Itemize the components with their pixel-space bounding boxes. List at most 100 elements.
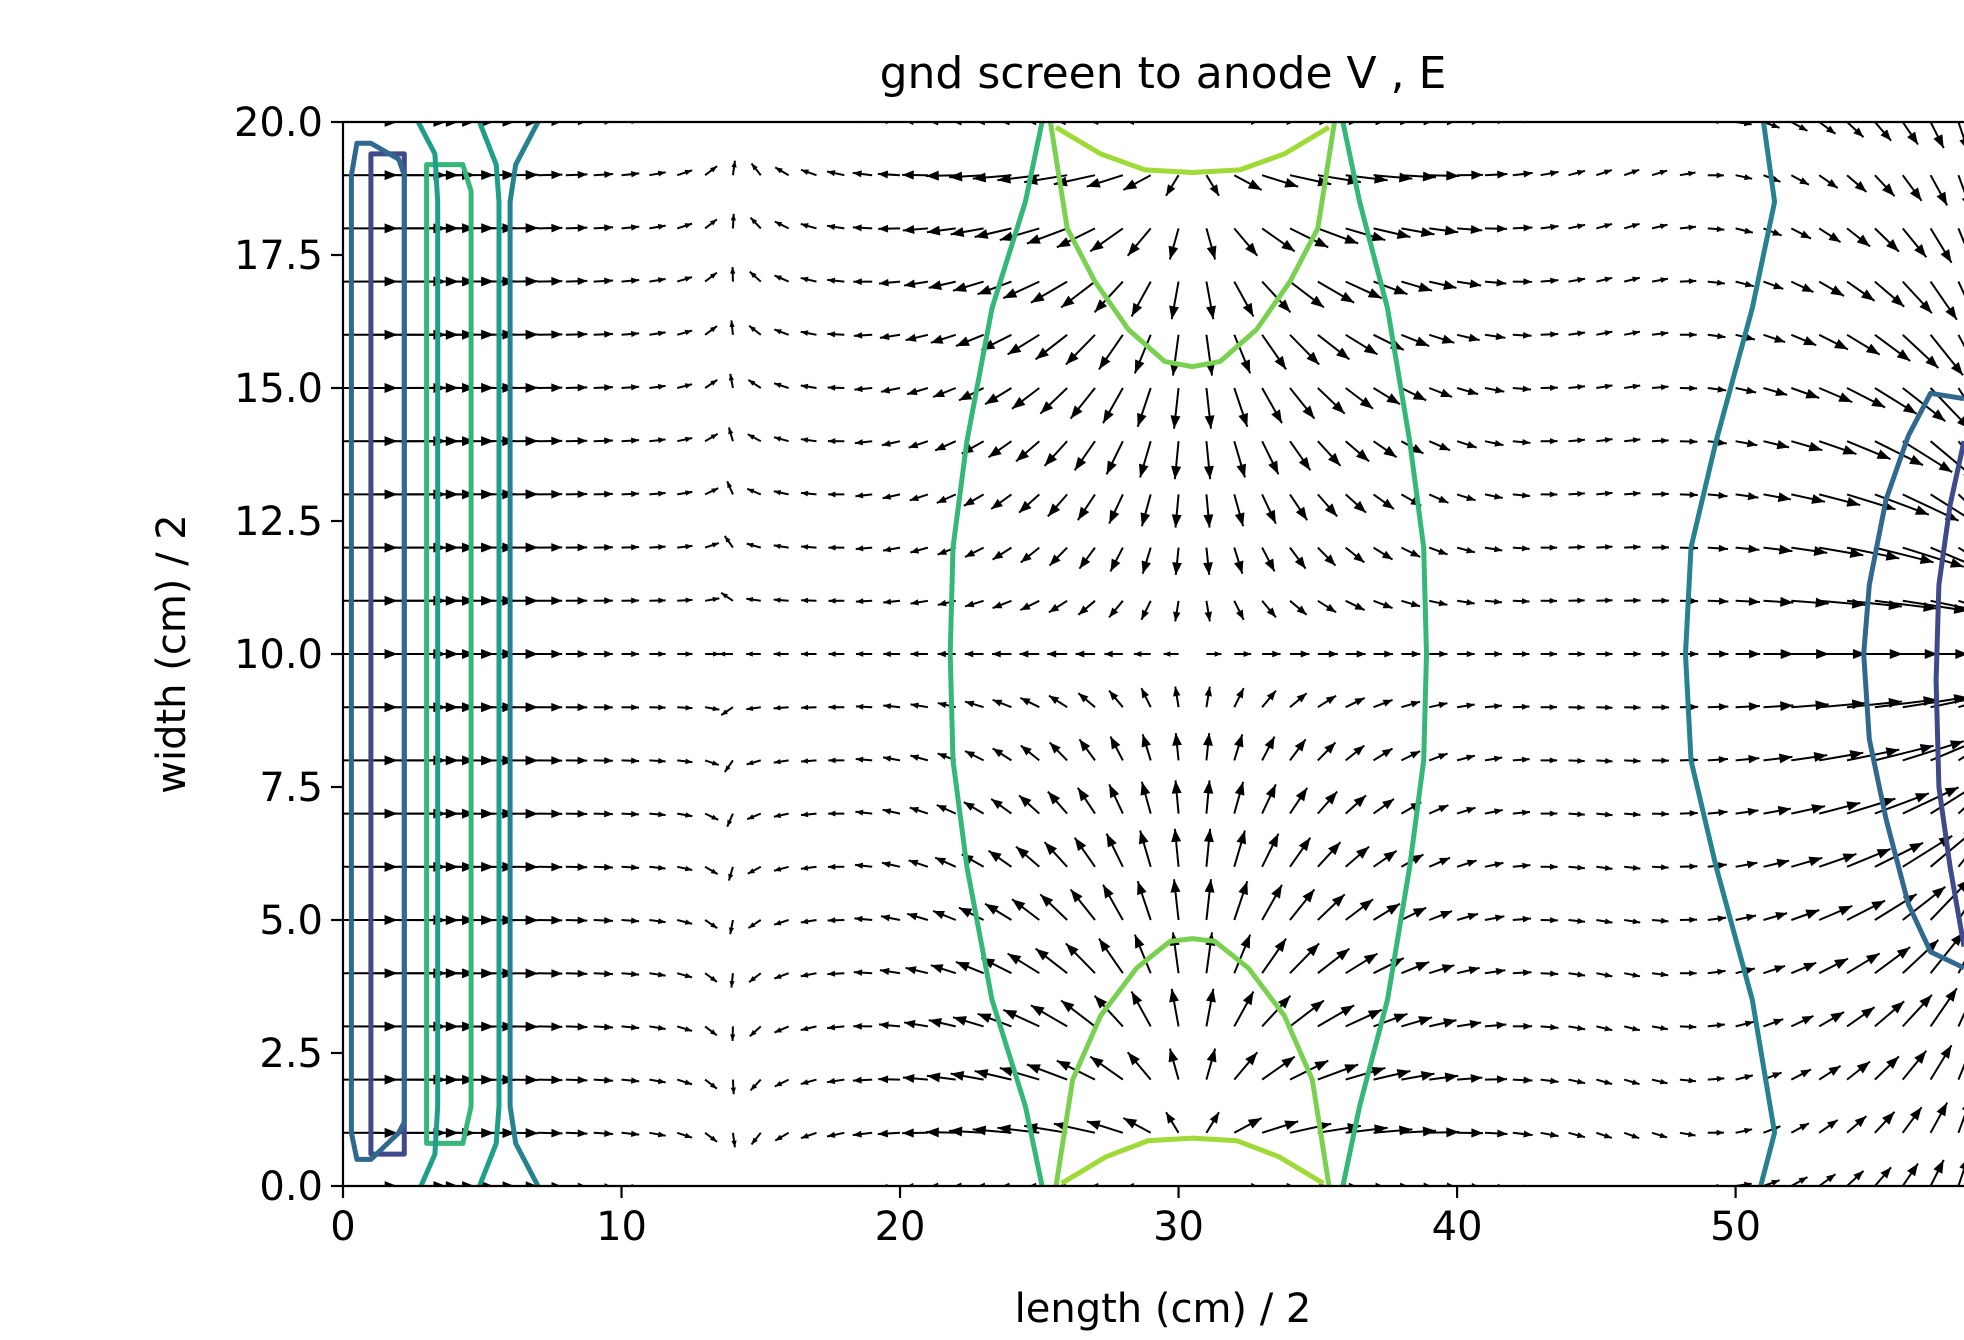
field-arrow xyxy=(855,809,873,816)
field-arrow xyxy=(1652,544,1669,551)
field-arrow xyxy=(1651,971,1669,978)
field-arrow xyxy=(1261,440,1280,475)
field-arrow xyxy=(510,915,539,926)
field-arrow xyxy=(1401,280,1433,292)
field-arrow xyxy=(510,329,539,340)
field-arrow xyxy=(925,170,956,181)
field-arrow xyxy=(731,160,737,176)
field-arrow xyxy=(1104,650,1123,658)
field-arrow xyxy=(883,703,901,710)
field-arrow xyxy=(1122,174,1152,191)
field-arrow xyxy=(964,750,985,762)
field-arrow xyxy=(992,650,1012,658)
field-arrow xyxy=(1790,1122,1810,1134)
field-arrow xyxy=(1512,1130,1533,1138)
field-arrow xyxy=(1345,1008,1383,1028)
field-arrow xyxy=(1512,598,1530,605)
field-arrow xyxy=(1707,809,1728,817)
field-arrow xyxy=(1624,651,1641,657)
field-arrow xyxy=(1261,174,1299,188)
field-arrow xyxy=(826,223,845,231)
field-arrow xyxy=(649,490,666,497)
field-arrow xyxy=(1540,223,1559,231)
field-arrow xyxy=(1289,787,1309,815)
field-arrow xyxy=(1874,333,1911,362)
field-arrow xyxy=(1429,280,1457,290)
field-arrow xyxy=(1289,738,1307,761)
field-arrow xyxy=(774,166,790,177)
field-arrow xyxy=(426,122,476,127)
field-arrow xyxy=(902,1073,928,1083)
field-arrow xyxy=(1540,1131,1559,1138)
field-arrow xyxy=(1707,650,1729,658)
field-arrow xyxy=(1707,968,1726,976)
field-arrow xyxy=(593,224,614,232)
field-arrow xyxy=(1818,957,1849,975)
field-arrow xyxy=(801,651,817,657)
field-arrow xyxy=(1484,967,1506,976)
field-arrow xyxy=(1105,833,1124,868)
field-arrow xyxy=(1624,811,1641,818)
field-arrow xyxy=(1098,334,1124,370)
field-arrow xyxy=(1456,859,1477,868)
field-arrow xyxy=(1234,1182,1258,1186)
field-arrow xyxy=(1203,547,1213,575)
field-arrow xyxy=(1233,880,1249,921)
field-arrow xyxy=(1652,437,1669,444)
field-arrow xyxy=(1428,440,1451,452)
field-arrow xyxy=(1317,280,1355,304)
field-arrow xyxy=(1957,174,1964,202)
field-arrow xyxy=(1707,597,1729,605)
field-arrow xyxy=(1091,1182,1123,1186)
field-arrow xyxy=(800,437,817,443)
field-arrow xyxy=(1456,912,1479,921)
field-arrow xyxy=(1512,756,1530,763)
field-arrow xyxy=(1401,1182,1432,1186)
field-arrow xyxy=(746,651,761,657)
field-arrow xyxy=(728,373,735,389)
field-arrow xyxy=(1679,863,1698,870)
field-arrow xyxy=(537,170,563,180)
field-arrow xyxy=(852,170,873,178)
field-arrow xyxy=(593,277,614,285)
field-arrow xyxy=(1428,333,1455,344)
contour-line xyxy=(1047,122,1337,370)
field-arrow xyxy=(1568,1131,1586,1139)
field-arrow xyxy=(1484,861,1504,868)
field-arrow xyxy=(1075,650,1096,658)
field-arrow xyxy=(1512,915,1532,923)
field-arrow xyxy=(984,902,1012,921)
field-arrow xyxy=(1019,696,1040,709)
field-arrow xyxy=(1901,280,1933,314)
field-arrow xyxy=(773,489,789,496)
field-arrow xyxy=(1165,174,1180,197)
field-arrow xyxy=(1204,600,1212,622)
field-arrow xyxy=(928,1018,956,1028)
field-arrow xyxy=(1735,1074,1754,1081)
field-arrow xyxy=(800,1025,817,1032)
field-arrow xyxy=(883,598,901,605)
field-arrow xyxy=(1261,783,1277,815)
field-arrow xyxy=(1596,651,1613,657)
field-arrow xyxy=(902,1128,928,1138)
field-arrow xyxy=(537,276,563,286)
field-arrow xyxy=(1735,280,1755,288)
field-arrow xyxy=(726,480,734,495)
field-arrow xyxy=(537,862,563,872)
field-arrow xyxy=(773,705,789,711)
field-arrow xyxy=(1108,493,1124,525)
field-arrow xyxy=(878,278,901,287)
field-arrow xyxy=(1624,490,1641,497)
field-arrow xyxy=(828,757,845,764)
field-arrow xyxy=(1818,546,1864,558)
field-arrow xyxy=(1596,330,1613,336)
field-arrow xyxy=(1429,1072,1459,1083)
field-arrow xyxy=(1624,757,1641,764)
field-arrow xyxy=(718,651,733,657)
field-arrow xyxy=(949,171,984,182)
field-arrow xyxy=(827,863,845,870)
field-arrow xyxy=(621,597,640,604)
field-arrow xyxy=(1707,332,1726,340)
field-arrow xyxy=(1345,333,1378,356)
field-arrow xyxy=(1790,1176,1808,1186)
